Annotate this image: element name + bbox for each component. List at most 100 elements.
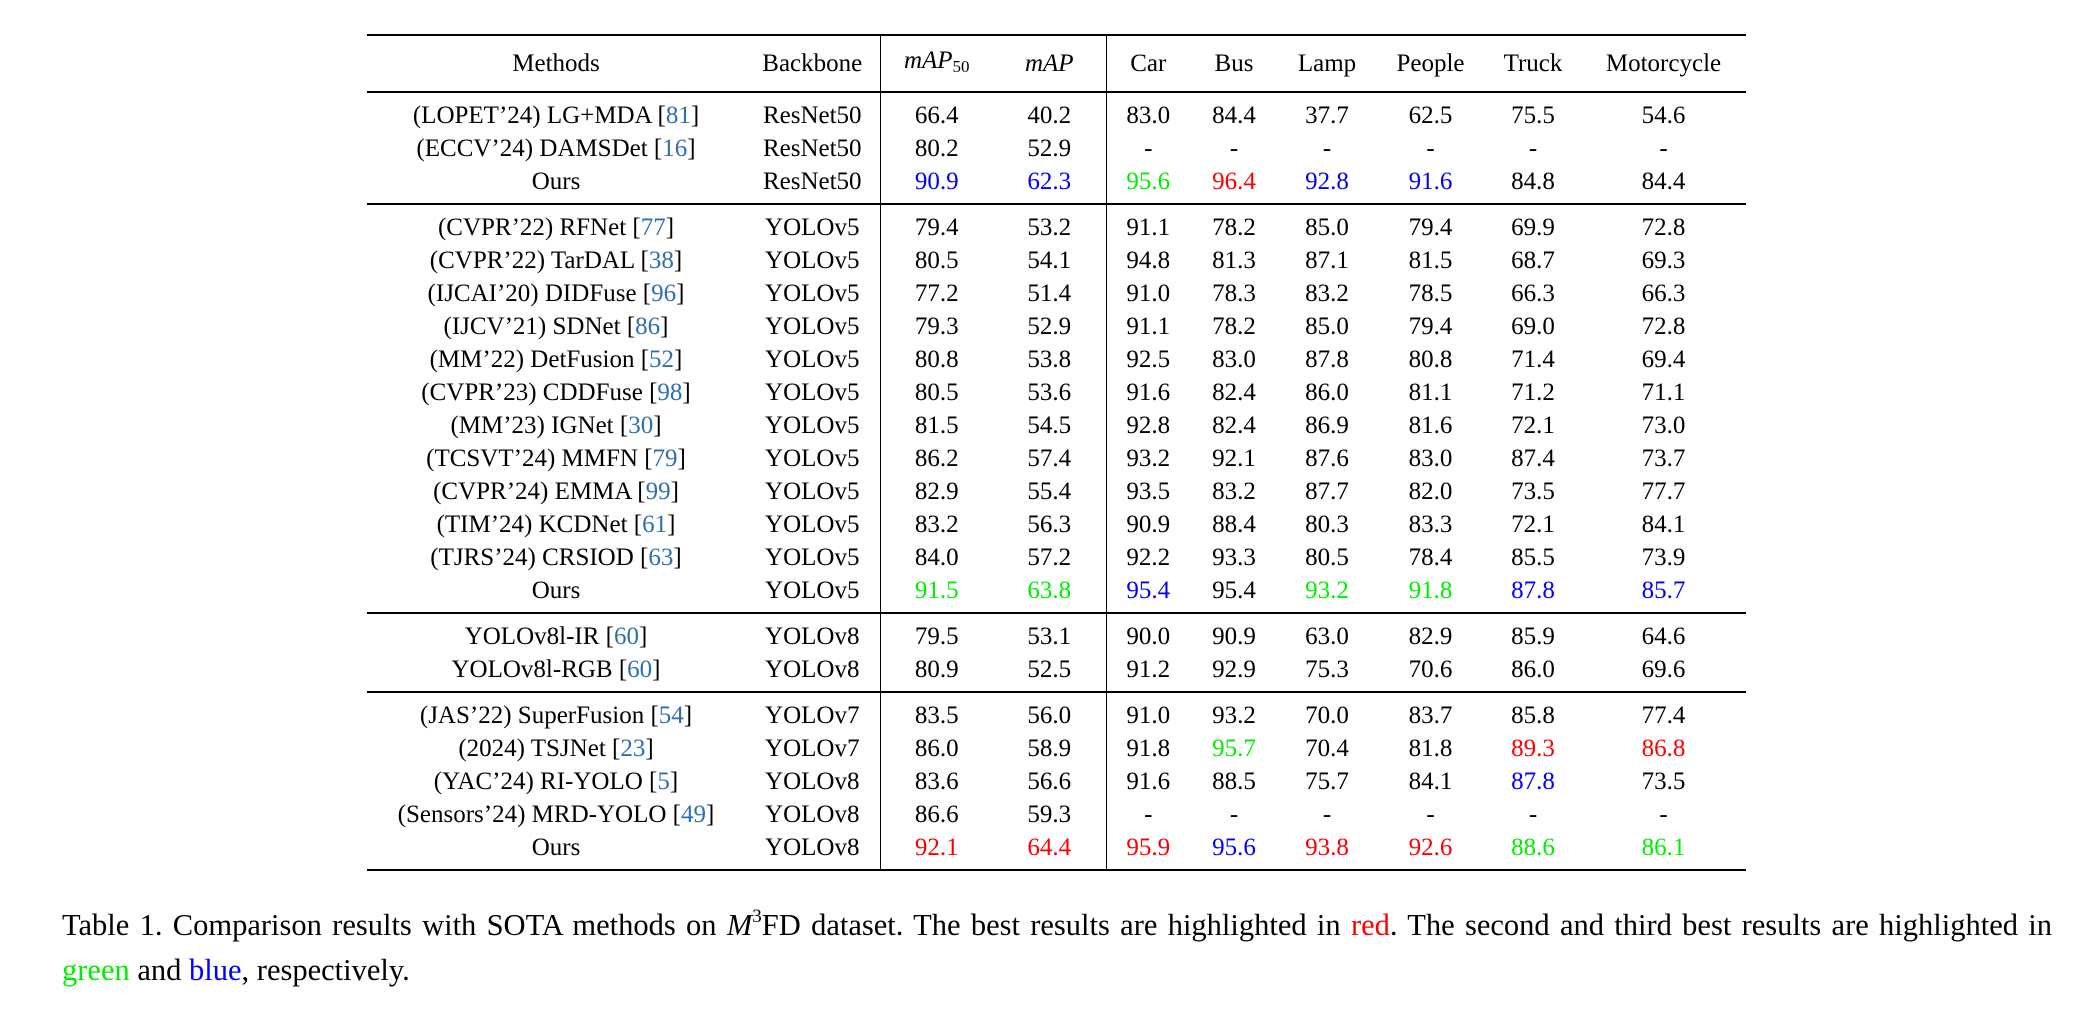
- motorcycle-value: 73.0: [1641, 412, 1686, 439]
- truck-value: 87.4: [1511, 445, 1555, 472]
- citation-link[interactable]: 5: [657, 768, 670, 795]
- car-value: 92.5: [1126, 346, 1171, 373]
- bus-value: 96.4: [1212, 168, 1256, 195]
- citation-bracket: ]: [705, 801, 715, 828]
- people-value: 82.0: [1408, 478, 1453, 505]
- citation-bracket: [: [634, 247, 649, 274]
- citation-bracket: ]: [652, 656, 661, 683]
- citation-link[interactable]: 63: [648, 544, 674, 571]
- method-name: (ECCV’24) DAMSDet: [416, 135, 648, 162]
- people-value: 62.5: [1408, 102, 1453, 129]
- method-cell: (ECCV’24) DAMSDet [16]: [367, 132, 745, 165]
- bus-value: 81.3: [1212, 247, 1256, 274]
- row-group: (LOPET’24) LG+MDA [81] ResNet50 66.4 40.2 83…: [367, 92, 1746, 204]
- citation-link[interactable]: 98: [657, 379, 683, 406]
- caption-tail: , respectively.: [241, 953, 410, 987]
- citation-link[interactable]: 54: [658, 702, 684, 729]
- motorcycle-value: 77.4: [1641, 702, 1686, 729]
- citation-bracket: [: [605, 735, 621, 762]
- citation-link[interactable]: 52: [649, 346, 675, 373]
- motorcycle-value: -: [1659, 801, 1668, 828]
- citation-bracket: [: [613, 412, 629, 439]
- map-value: 53.1: [993, 613, 1107, 653]
- citation-link[interactable]: 96: [651, 280, 677, 307]
- bus-value: 88.4: [1212, 511, 1256, 538]
- map-value: 62.3: [993, 165, 1107, 204]
- method-cell: (IJCAI’20) DIDFuse [96]: [367, 277, 745, 310]
- method-name: YOLOv8l-RGB: [451, 656, 613, 683]
- car-value: 94.8: [1126, 247, 1171, 274]
- citation-link[interactable]: 30: [628, 412, 654, 439]
- citation-bracket: [: [636, 280, 652, 307]
- citation-link[interactable]: 77: [640, 214, 666, 241]
- motorcycle-value: 71.1: [1641, 379, 1686, 406]
- col-backbone: Backbone: [745, 35, 881, 92]
- bus-value: 95.6: [1212, 834, 1256, 861]
- method-cell: (MM’23) IGNet [30]: [367, 409, 745, 442]
- map-value: 57.2: [993, 541, 1107, 574]
- map50-value: 83.5: [914, 702, 959, 729]
- backbone-cell: YOLOv8: [745, 653, 881, 692]
- map-value: 56.3: [993, 508, 1107, 541]
- citation-link[interactable]: 49: [680, 801, 706, 828]
- car-value: 91.6: [1126, 379, 1171, 406]
- backbone-cell: YOLOv5: [745, 204, 881, 244]
- method-cell: (CVPR’22) TarDAL [38]: [367, 244, 745, 277]
- caption-mid: . The second and third best results are …: [1389, 908, 2053, 942]
- car-value: 93.2: [1126, 445, 1171, 472]
- truck-value: 89.3: [1511, 735, 1555, 762]
- method-name: (TJRS’24) CRSIOD: [430, 544, 634, 571]
- citation-bracket: ]: [676, 280, 685, 307]
- citation-link[interactable]: 99: [645, 478, 671, 505]
- table-row: YOLOv8l-IR [60] YOLOv8 79.5 53.1 90.0 90.9 63.…: [367, 613, 1746, 653]
- results-table-container: Methods Backbone mAP50 mAP Car Bus Lamp …: [367, 34, 1746, 871]
- col-methods: Methods: [512, 50, 600, 77]
- car-value: 90.0: [1126, 623, 1171, 650]
- table-caption: Table 1. Comparison results with SOTA me…: [62, 903, 2052, 993]
- citation-link[interactable]: 60: [613, 623, 639, 650]
- citation-bracket: ]: [645, 735, 654, 762]
- method-cell: (IJCV’21) SDNet [86]: [367, 310, 745, 343]
- citation-link[interactable]: 38: [648, 247, 674, 274]
- citation-bracket: [: [633, 544, 649, 571]
- table-row: (TJRS’24) CRSIOD [63] YOLOv5 84.0 57.2 92.2 9…: [367, 541, 1746, 574]
- citation-bracket: ]: [690, 102, 700, 129]
- citation-link[interactable]: 23: [620, 735, 646, 762]
- method-name: (MM’22) DetFusion: [429, 346, 635, 373]
- truck-value: 86.0: [1511, 656, 1555, 683]
- citation-bracket: ]: [682, 379, 691, 406]
- motorcycle-value: 86.1: [1641, 834, 1686, 861]
- people-value: 83.0: [1408, 445, 1453, 472]
- citation-link[interactable]: 61: [642, 511, 668, 538]
- backbone-cell: YOLOv8: [745, 798, 881, 831]
- truck-value: 84.8: [1511, 168, 1555, 195]
- citation-bracket: ]: [673, 247, 683, 274]
- method-name: (CVPR’23) CDDFuse: [421, 379, 643, 406]
- truck-value: 85.5: [1511, 544, 1555, 571]
- motorcycle-value: 69.6: [1641, 656, 1686, 683]
- map50-value: 82.9: [914, 478, 959, 505]
- table-row: (CVPR’22) TarDAL [38] YOLOv5 80.5 54.1 94.8 8…: [367, 244, 1746, 277]
- map50-value: 80.2: [914, 135, 959, 162]
- citation-bracket: [: [637, 445, 653, 472]
- bus-value: 92.9: [1212, 656, 1256, 683]
- backbone-cell: YOLOv5: [745, 343, 881, 376]
- citation-bracket: [: [627, 511, 643, 538]
- col-car: Car: [1130, 50, 1167, 77]
- citation-link[interactable]: 79: [652, 445, 678, 472]
- method-cell: YOLOv8l-RGB [60]: [367, 653, 745, 692]
- lamp-value: 86.0: [1305, 379, 1349, 406]
- citation-link[interactable]: 60: [627, 656, 653, 683]
- lamp-value: 85.0: [1305, 313, 1349, 340]
- citation-link[interactable]: 86: [635, 313, 661, 340]
- motorcycle-value: 86.8: [1641, 735, 1686, 762]
- motorcycle-value: 73.5: [1641, 768, 1686, 795]
- citation-link[interactable]: 81: [665, 102, 691, 129]
- table-row: (CVPR’23) CDDFuse [98] YOLOv5 80.5 53.6 91.6…: [367, 376, 1746, 409]
- car-value: 83.0: [1126, 102, 1171, 129]
- col-lamp: Lamp: [1297, 50, 1357, 77]
- citation-bracket: ]: [687, 135, 696, 162]
- caption-lead: Table 1. Comparison results with SOTA me…: [62, 908, 727, 942]
- citation-link[interactable]: 16: [662, 135, 688, 162]
- bus-value: 83.0: [1212, 346, 1256, 373]
